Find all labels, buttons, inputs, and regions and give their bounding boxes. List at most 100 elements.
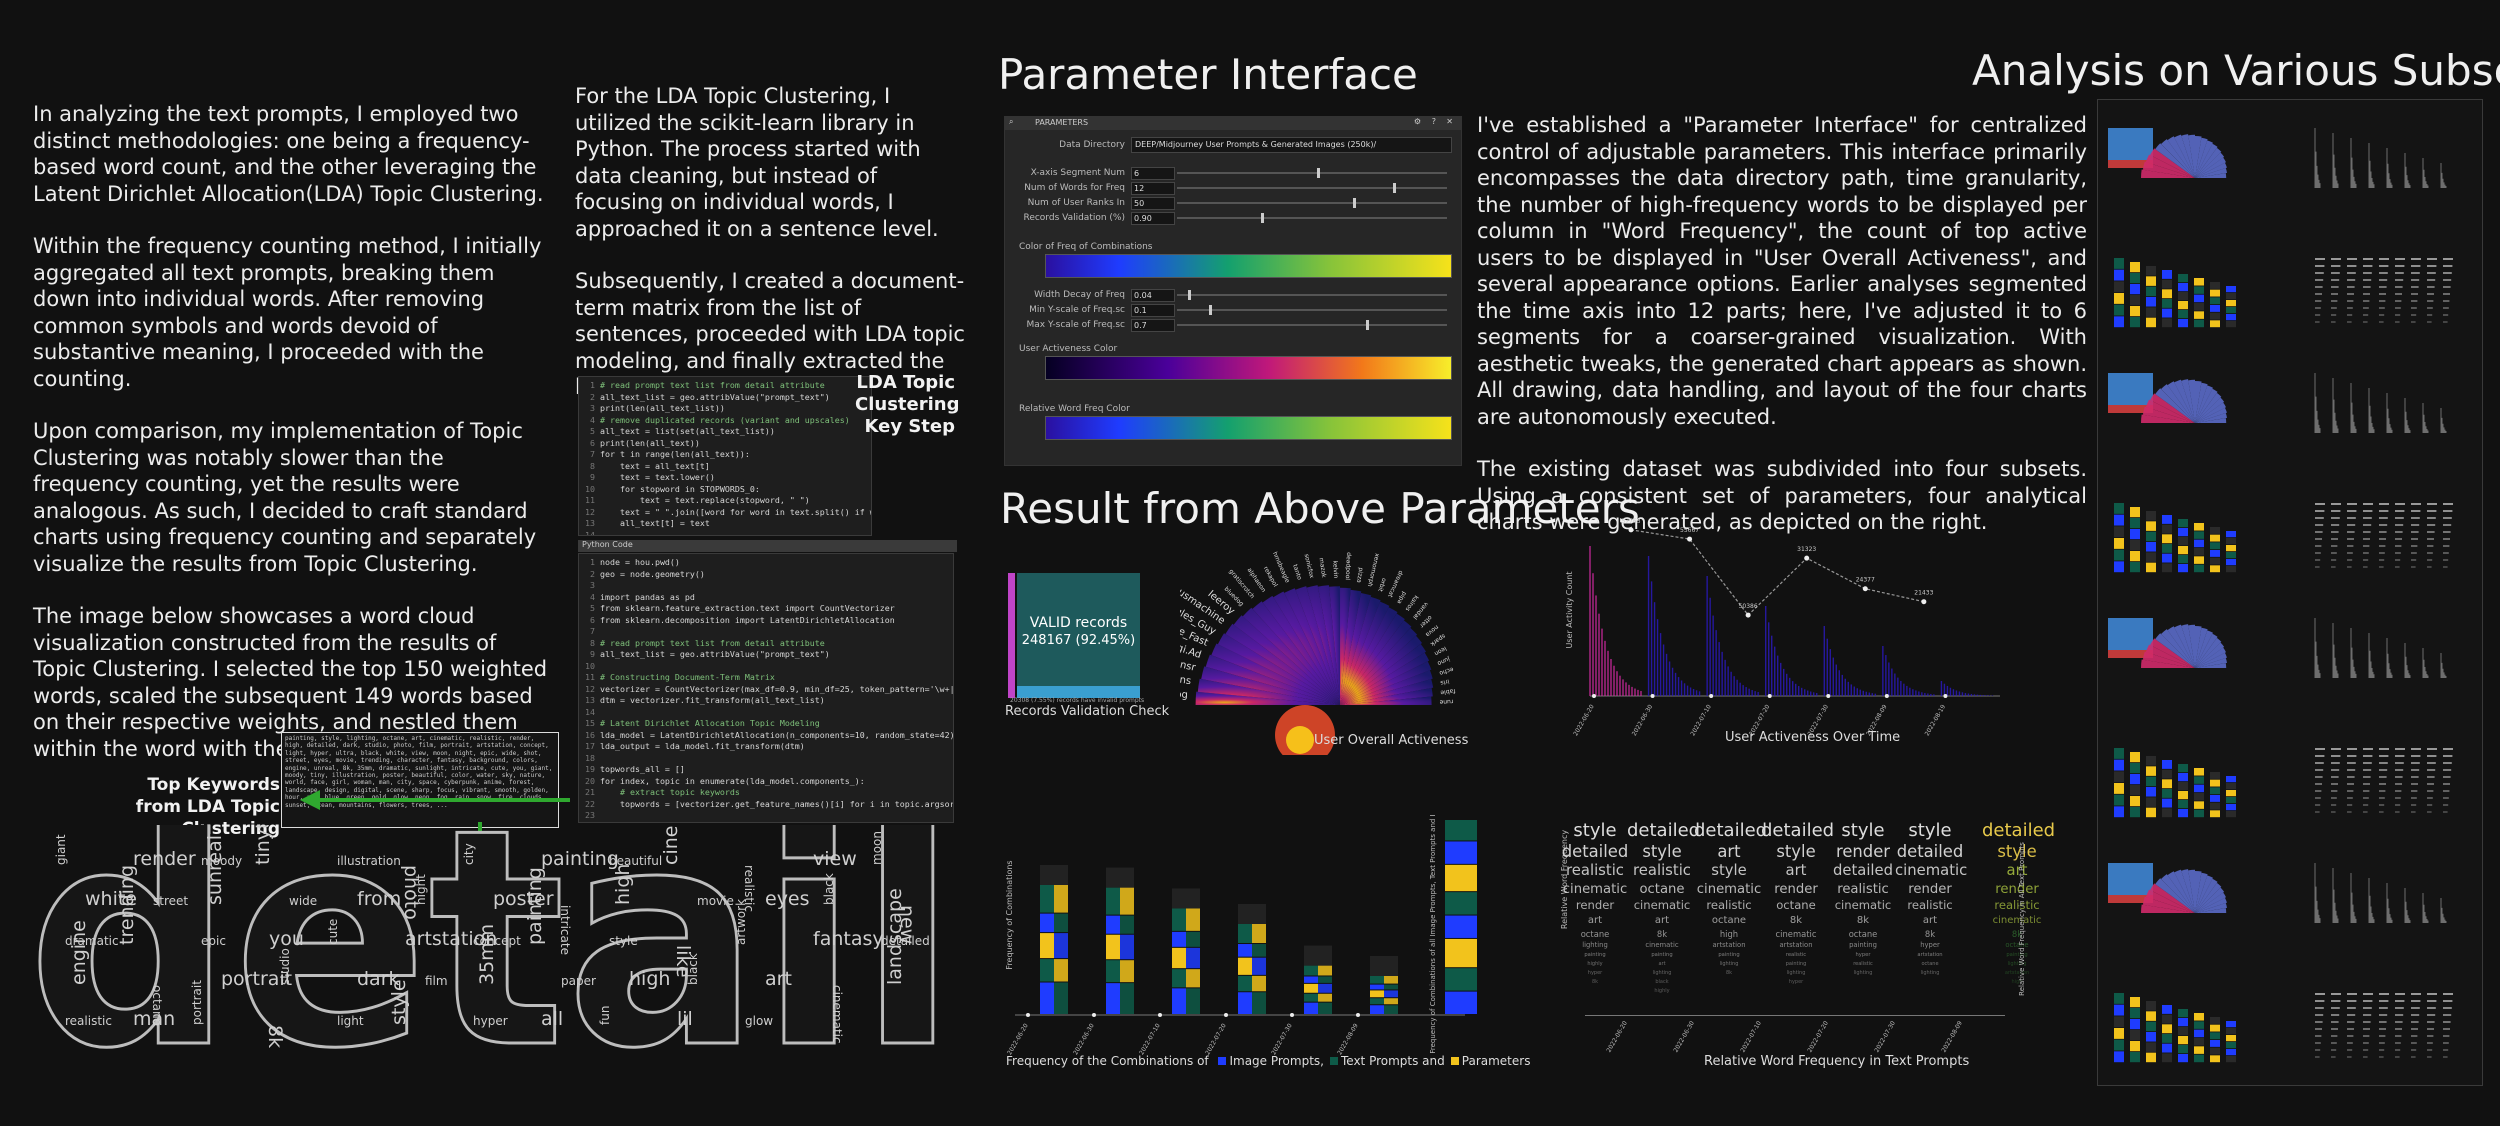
- subset-word-mark: [2443, 811, 2448, 813]
- parameter-slider[interactable]: [1177, 320, 1447, 330]
- word-cloud-word: trending: [116, 865, 138, 945]
- subset-combination-segment: [2210, 772, 2220, 779]
- gear-icon[interactable]: ⚙: [1413, 117, 1421, 126]
- subset-combination-segment: [2210, 305, 2220, 312]
- slider-handle[interactable]: [1317, 168, 1321, 178]
- data-directory-field[interactable]: DEEP/Midjourney User Prompts & Generated…: [1131, 137, 1452, 153]
- word-frequency-word: 8k: [2011, 929, 2023, 939]
- code-text: node = hou.pwd(): [600, 557, 680, 567]
- subset-word-mark: [2427, 783, 2434, 785]
- slider-handle[interactable]: [1352, 198, 1356, 208]
- parameter-slider[interactable]: [1177, 198, 1447, 208]
- word-cloud-word: paper: [561, 974, 596, 988]
- subset-word-mark: [2315, 1042, 2321, 1044]
- x-tick: [1767, 694, 1772, 698]
- parameter-value-field[interactable]: 6: [1131, 167, 1175, 180]
- subset-activeness-wedge: [2167, 626, 2195, 668]
- user-activeness-caption: User Overall Activeness: [1314, 733, 1469, 748]
- activity-point-label: 57763: [1621, 518, 1640, 525]
- code-text: # Latent Dirichlet Allocation Topic Mode…: [600, 718, 820, 728]
- activeness-user-label: echo: [1438, 665, 1454, 676]
- subset-word-mark: [2315, 1007, 2324, 1009]
- parameter-value-field[interactable]: 50: [1131, 197, 1175, 210]
- activeness-user-label: pizza: [1355, 567, 1364, 584]
- code-line: 8 # read prompt text list from detail at…: [585, 638, 947, 650]
- subset-combination-segment: [2210, 1032, 2220, 1040]
- subset-word-mark: [2443, 1049, 2449, 1051]
- python-code-header-label: Python Code: [582, 540, 633, 549]
- word-cloud-word: engine: [68, 920, 90, 985]
- subset-combination-segment: [2210, 1055, 2220, 1063]
- subset-combination-segment: [2210, 312, 2220, 320]
- subset-word-mark: [2331, 307, 2337, 309]
- word-cloud-word: art: [765, 968, 792, 990]
- parameter-value-field[interactable]: 0.7: [1131, 319, 1175, 332]
- parameter-slider[interactable]: [1177, 213, 1447, 223]
- subset-word-mark: [2427, 748, 2437, 750]
- subset-combination-segment: [2146, 797, 2156, 807]
- slider-handle[interactable]: [1187, 290, 1191, 300]
- word-frequency-word: detailed: [1561, 842, 1629, 861]
- parameter-slider[interactable]: [1177, 183, 1447, 193]
- subset-word-mark: [2395, 1014, 2404, 1016]
- close-icon[interactable]: ✕: [1446, 117, 1453, 126]
- subset-word-mark: [2443, 524, 2452, 526]
- subset-combination-segment: [2162, 515, 2172, 524]
- parameter-slider[interactable]: [1177, 290, 1447, 300]
- parameter-description: I've established a "Parameter Interface"…: [1477, 112, 2087, 562]
- color-freq-ramp[interactable]: [1045, 254, 1452, 278]
- relative-word-freq-ramp[interactable]: [1045, 416, 1452, 440]
- parameter-value-field[interactable]: 12: [1131, 182, 1175, 195]
- subset-word-mark: [2347, 552, 2353, 554]
- subset-activeness-wedge: [2195, 626, 2202, 668]
- combination-total-bar: [1106, 867, 1134, 888]
- slider-handle[interactable]: [1209, 305, 1213, 315]
- subset-combination-segment: [2146, 1011, 2156, 1021]
- subset-combination-segment: [2130, 1030, 2140, 1041]
- subset-activeness-wedge: [2195, 397, 2225, 423]
- subset-word-mark: [2363, 1042, 2369, 1044]
- parameter-label: Width Decay of Freq: [1034, 290, 1125, 300]
- parameter-value-field[interactable]: 0.04: [1131, 289, 1175, 302]
- slider-handle[interactable]: [1393, 183, 1396, 193]
- parameter-slider[interactable]: [1177, 305, 1447, 315]
- word-frequency-word: art: [1658, 961, 1666, 968]
- subset-word-mark: [2411, 307, 2417, 309]
- subset-combination-segment: [2146, 787, 2156, 797]
- parameter-label: Max Y-scale of Freq.sc: [1026, 320, 1125, 330]
- user-activeness-ramp[interactable]: [1045, 356, 1452, 380]
- parameter-slider[interactable]: [1177, 168, 1447, 178]
- word-cloud-word: photo: [400, 865, 422, 920]
- subset-word-mark: [2379, 272, 2388, 274]
- combination-segment: [1384, 1005, 1398, 1014]
- slider-handle[interactable]: [1260, 213, 1264, 223]
- subset-word-mark: [2411, 321, 2416, 323]
- subset-word-mark: [2427, 1056, 2432, 1058]
- subset-combination-segment: [2210, 802, 2220, 810]
- parameter-value-field[interactable]: 0.1: [1131, 304, 1175, 317]
- search-icon[interactable]: ⌕: [1009, 117, 1014, 126]
- subset-word-mark: [2395, 1049, 2401, 1051]
- code-line: 5 from sklearn.feature_extraction.text i…: [585, 603, 947, 615]
- subset-combination-segment: [2162, 1005, 2172, 1014]
- subset-word-mark: [2331, 1056, 2336, 1058]
- subset-activeness-wedge: [2195, 418, 2227, 423]
- subset-word-mark: [2411, 1042, 2417, 1044]
- activity-point-label: 21433: [1914, 590, 1933, 597]
- slider-handle[interactable]: [1366, 320, 1369, 330]
- subset-combination-segment: [2162, 299, 2172, 308]
- parameters-tab[interactable]: PARAMETERS: [1035, 118, 1089, 127]
- combination-segment: [1054, 982, 1068, 1014]
- subset-word-mark: [2379, 531, 2387, 533]
- word-cloud-word: 35mm: [476, 924, 498, 985]
- combination-segment: [1370, 990, 1384, 998]
- subset-combination-segment: [2146, 562, 2156, 573]
- subset-word-mark: [2379, 559, 2385, 561]
- help-icon[interactable]: ?: [1431, 117, 1436, 126]
- code-text: geo = node.geometry(): [600, 568, 705, 579]
- subset-word-mark: [2411, 524, 2420, 526]
- subset-word-mark: [2379, 1014, 2388, 1016]
- parameter-value-field[interactable]: 0.90: [1131, 212, 1175, 225]
- subset-combination-segment: [2194, 286, 2204, 294]
- word-frequency-word: artstation: [1779, 941, 1813, 950]
